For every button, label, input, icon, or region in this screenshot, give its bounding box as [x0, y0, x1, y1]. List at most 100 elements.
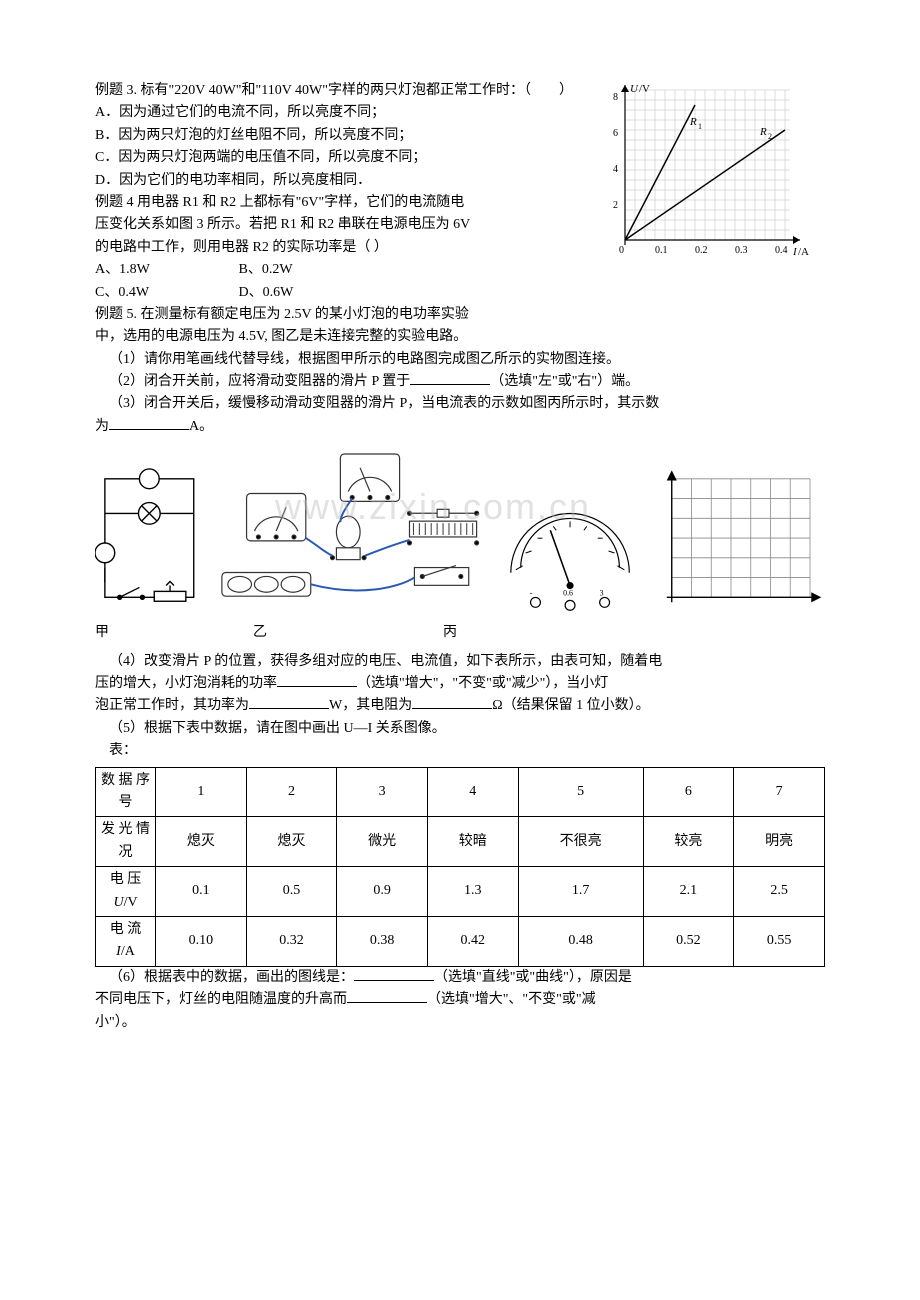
- svg-text:0.6: 0.6: [563, 589, 573, 598]
- q5-p1: （1）请你用笔画线代替导线，根据图甲所示的电路图完成图乙所示的实物图连接。: [95, 349, 825, 371]
- ui-graph: R1 R2 U/V I/A 2 4 6 8 0 0.1 0.2 0.3 0.4: [595, 80, 815, 270]
- svg-text:0: 0: [619, 245, 624, 256]
- svg-text:0.2: 0.2: [695, 245, 708, 256]
- q5-p4-l1: （4）改变滑片 P 的位置，获得多组对应的电压、电流值，如下表所示，由表可知，随…: [95, 651, 825, 673]
- blank-p6a: [354, 967, 434, 981]
- q3-stem: 例题 3. 标有"220V 40W"和"110V 40W"字样的两只灯泡都正常工…: [95, 80, 585, 102]
- cell: 0.5: [246, 867, 337, 917]
- svg-text:8: 8: [613, 92, 618, 103]
- q5-p6-l2: 不同电压下，灯丝的电阻随温度的升高而 （选填"增大"、"不变"或"减: [95, 989, 825, 1011]
- q5-p2: （2）闭合开关前，应将滑动变阻器的滑片 P 置于 （选填"左"或"右"）端。: [95, 371, 825, 393]
- q4-optA: A、1.8W: [95, 259, 235, 281]
- cell: 0.38: [337, 916, 428, 966]
- cell: 熄灭: [246, 817, 337, 867]
- cell: 较暗: [427, 817, 518, 867]
- cell: 4: [427, 767, 518, 817]
- q5-p3b: 为: [95, 419, 109, 434]
- svg-text:0.4: 0.4: [775, 245, 788, 256]
- cell: 6: [643, 767, 734, 817]
- q5-p3-l2: 为 A。: [95, 416, 825, 438]
- q3-q4-text: 例题 3. 标有"220V 40W"和"110V 40W"字样的两只灯泡都正常工…: [95, 80, 585, 304]
- svg-text:R: R: [759, 126, 767, 138]
- cell: 1.7: [518, 867, 643, 917]
- q5-p2b: （选填"左"或"右"）端。: [490, 374, 639, 389]
- hdr-i: 电 流 I/A: [96, 916, 156, 966]
- svg-text:/V: /V: [639, 83, 650, 95]
- q5-p4b: 压的增大，小灯泡消耗的功率: [95, 676, 277, 691]
- cell: 明亮: [734, 817, 825, 867]
- q3-optB: B．因为两只灯泡的灯丝电阻不同，所以亮度不同；: [95, 125, 585, 147]
- q4-optD: D、0.6W: [239, 285, 294, 300]
- cell: 不很亮: [518, 817, 643, 867]
- cell: 熄灭: [156, 817, 247, 867]
- cell: 较亮: [643, 817, 734, 867]
- q5-p6c: 不同电压下，灯丝的电阻随温度的升高而: [95, 992, 347, 1007]
- cell: 2.1: [643, 867, 734, 917]
- q5-p6b: （选填"直线"或"曲线"），原因是: [434, 970, 632, 985]
- blank-p2: [410, 371, 490, 385]
- q5-p6-l3: 小"）。: [95, 1012, 825, 1034]
- table-row: 电 流 I/A 0.10 0.32 0.38 0.42 0.48 0.52 0.…: [96, 916, 825, 966]
- svg-text:6: 6: [613, 128, 618, 139]
- svg-text:2: 2: [768, 132, 772, 141]
- cell: 3: [337, 767, 428, 817]
- cell: 微光: [337, 817, 428, 867]
- cell: 2.5: [734, 867, 825, 917]
- svg-text:1: 1: [698, 122, 702, 131]
- q4-opts-row2: C、0.4W D、0.6W: [95, 282, 585, 304]
- q4-optC: C、0.4W: [95, 282, 235, 304]
- q5-p3-l1: （3）闭合开关后，缓慢移动滑动变阻器的滑片 P，当电流表的示数如图丙所示时，其示…: [95, 393, 825, 415]
- q5-p5: （5）根据下表中数据，请在图中画出 U—I 关系图像。: [95, 718, 825, 740]
- svg-text:0.1: 0.1: [655, 245, 668, 256]
- q4-stem-l3: 的电路中工作，则用电器 R2 的实际功率是（ ）: [95, 237, 585, 259]
- q5-p5-text: （5）根据下表中数据，请在图中画出 U—I 关系图像。: [109, 721, 446, 736]
- q5-p3c: A。: [189, 419, 213, 434]
- table-row: 电 压 U/V 0.1 0.5 0.9 1.3 1.7 2.1 2.5: [96, 867, 825, 917]
- q4-opts-row1: A、1.8W B、0.2W: [95, 259, 585, 281]
- q5-p6a: （6）根据表中的数据，画出的图线是：: [109, 970, 354, 985]
- q3-optD: D．因为它们的电功率相同，所以亮度相同．: [95, 170, 585, 192]
- cell: 7: [734, 767, 825, 817]
- q5-p4d: 泡正常工作时，其功率为: [95, 698, 249, 713]
- cell: 0.10: [156, 916, 247, 966]
- q5-p4f: Ω（结果保留 1 位小数）。: [492, 698, 649, 713]
- blank-p6b: [347, 989, 427, 1003]
- q5-stem-l2: 中，选用的电源电压为 4.5V, 图乙是未连接完整的实验电路。: [95, 326, 825, 348]
- cell: 1.3: [427, 867, 518, 917]
- svg-text:2: 2: [613, 200, 618, 211]
- fig-bing-dial: - 0.6 3: [496, 488, 644, 618]
- svg-text:/A: /A: [798, 246, 809, 258]
- q5-p4-l2: 压的增大，小灯泡消耗的功率 （选填"增大"，"不变"或"减少"），当小灯: [95, 673, 825, 695]
- hdr-light: 发 光 情 况: [96, 817, 156, 867]
- cell: 5: [518, 767, 643, 817]
- table-label: 表：: [95, 740, 825, 762]
- q5-stem-l1: 例题 5. 在测量标有额定电压为 2.5V 的某小灯泡的电功率实验: [95, 304, 825, 326]
- q5-p4e: W，其电阻为: [329, 698, 412, 713]
- figures-row: www.zixin.com.cn: [95, 448, 825, 618]
- blank-p4c: [412, 695, 492, 709]
- q3-optA: A．因为通过它们的电流不同，所以亮度不同；: [95, 102, 585, 124]
- cell: 1: [156, 767, 247, 817]
- blank-p4a: [277, 673, 357, 687]
- q4-stem-l2: 压变化关系如图 3 所示。若把 R1 和 R2 串联在电源电压为 6V: [95, 214, 585, 236]
- q5-p6d: （选填"增大"、"不变"或"减: [427, 992, 596, 1007]
- hdr-seq: 数 据 序 号: [96, 767, 156, 817]
- blank-p4b: [249, 695, 329, 709]
- cell: 0.52: [643, 916, 734, 966]
- q5-p4c: （选填"增大"，"不变"或"减少"），当小灯: [357, 676, 608, 691]
- q3-optC: C．因为两只灯泡两端的电压值不同，所以亮度不同；: [95, 147, 585, 169]
- fig-labels-row: 甲 乙 丙: [95, 622, 825, 644]
- label-jia: 甲: [95, 622, 155, 644]
- q4-stem-l1: 例题 4 用电器 R1 和 R2 上都标有"6V"字样，它们的电流随电: [95, 192, 585, 214]
- hdr-u: 电 压 U/V: [96, 867, 156, 917]
- cell: 2: [246, 767, 337, 817]
- q4-optB: B、0.2W: [239, 262, 293, 277]
- q5-p2a: （2）闭合开关前，应将滑动变阻器的滑片 P 置于: [109, 374, 410, 389]
- svg-text:0.3: 0.3: [735, 245, 748, 256]
- svg-text:4: 4: [613, 164, 618, 175]
- svg-text:R: R: [689, 116, 697, 128]
- data-table: 数 据 序 号 1 2 3 4 5 6 7 发 光 情 况 熄灭 熄灭 微光 较…: [95, 767, 825, 967]
- table-row: 发 光 情 况 熄灭 熄灭 微光 较暗 不很亮 较亮 明亮: [96, 817, 825, 867]
- blank-p3: [109, 416, 189, 430]
- cell: 0.9: [337, 867, 428, 917]
